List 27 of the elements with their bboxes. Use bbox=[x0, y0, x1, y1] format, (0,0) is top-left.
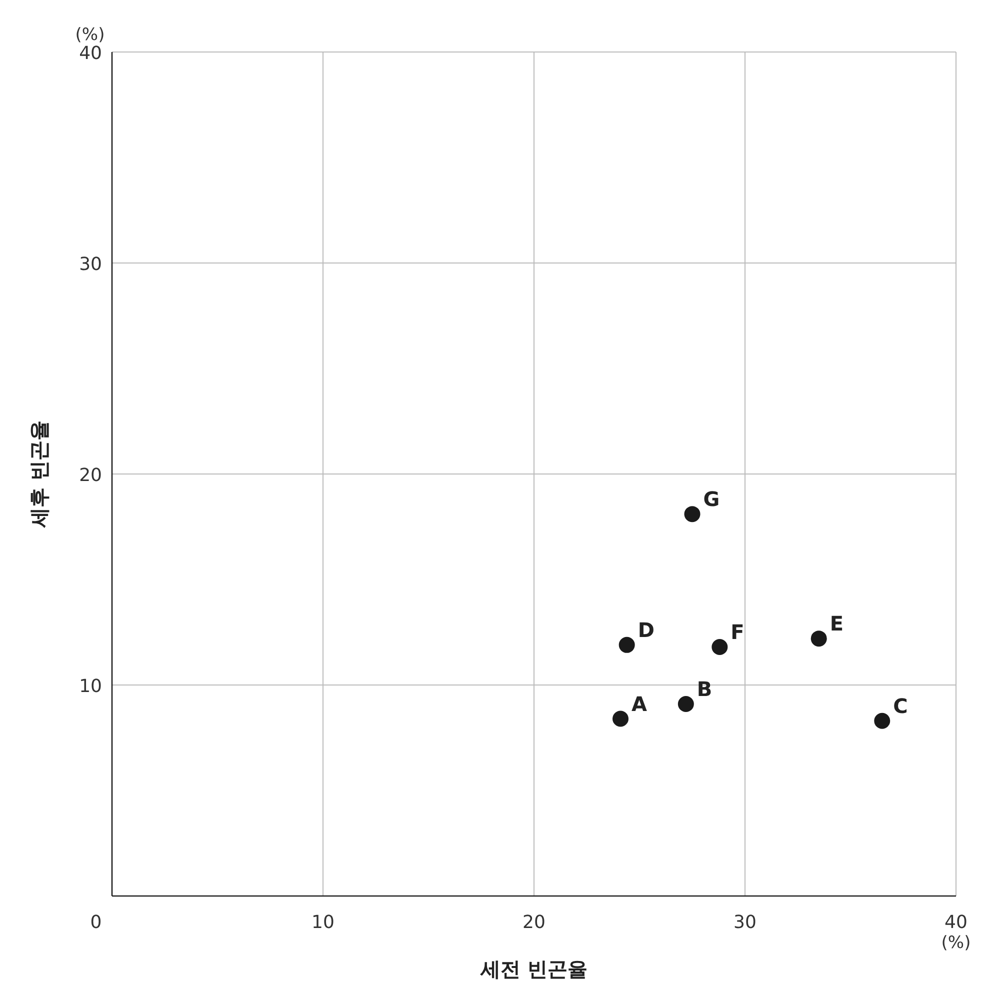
point bbox=[684, 506, 700, 522]
text: (%) bbox=[75, 25, 105, 45]
annotation: B bbox=[696, 676, 712, 701]
annotation: D bbox=[638, 618, 654, 642]
annotation: E bbox=[830, 612, 844, 636]
point bbox=[874, 712, 890, 729]
x-tick-label: 20 bbox=[522, 912, 546, 933]
y-tick-label: 40 bbox=[79, 43, 102, 64]
annotation: C bbox=[893, 694, 908, 718]
point bbox=[712, 639, 728, 656]
annotation: A bbox=[632, 692, 648, 716]
text: (%) bbox=[941, 933, 971, 953]
y-tick-label: 20 bbox=[79, 465, 102, 486]
x-axis-title: 세전 빈곤율 bbox=[480, 957, 588, 981]
point bbox=[678, 696, 694, 712]
y-axis-title: 세후 빈곤율 bbox=[27, 420, 51, 528]
annotation: G bbox=[703, 487, 720, 512]
annotation: F bbox=[730, 620, 744, 644]
x-tick-label: 40 bbox=[944, 912, 968, 933]
point bbox=[612, 710, 629, 727]
point bbox=[618, 636, 635, 653]
x-tick-label: 10 bbox=[312, 912, 334, 933]
x-tick-label: 0 bbox=[90, 912, 102, 933]
y-tick-label: 10 bbox=[79, 676, 102, 697]
x-tick-label: 30 bbox=[734, 912, 756, 933]
point bbox=[810, 630, 827, 647]
y-tick-label: 30 bbox=[79, 254, 102, 275]
